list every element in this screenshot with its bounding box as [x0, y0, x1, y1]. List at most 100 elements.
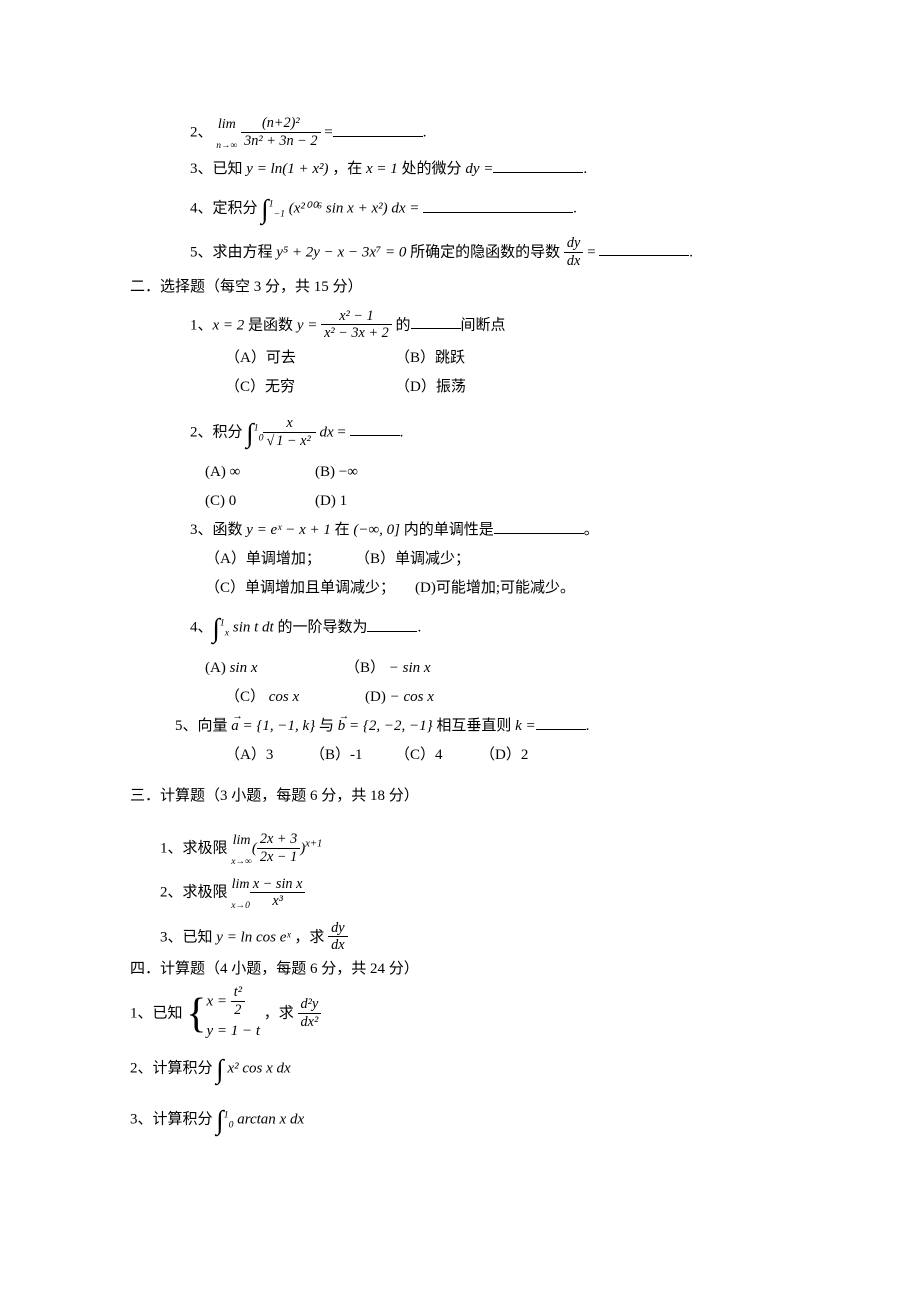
text: 积分 — [213, 424, 247, 440]
q-num: 3、 — [190, 161, 213, 177]
blank — [599, 240, 689, 256]
q2-4-opts: (A) sin x（B） − sin x — [130, 655, 790, 682]
q2-3-opts2: （C）单调增加且单调减少；(D)可能增加;可能减少。 — [130, 575, 790, 602]
dy: dy = — [465, 161, 493, 177]
integral-icon: ∫ — [216, 1054, 223, 1084]
frac: x√1 − x² — [263, 416, 315, 450]
opt-d: (D)可能增加;可能减少。 — [415, 580, 575, 596]
section-3-title: 三．计算题（3 小题，每题 6 分，共 18 分） — [130, 783, 790, 810]
q-num: 2、 — [130, 1061, 153, 1077]
q4-3: 3、计算积分 ∫10 arctan x dx — [130, 1096, 790, 1145]
text: 向量 — [198, 718, 232, 734]
eq: = — [334, 424, 350, 440]
frac: x² − 1x² − 3x + 2 — [321, 309, 392, 343]
q2-1-opts2: （C）无穷（D）振荡 — [130, 374, 790, 401]
text: 已知 — [183, 929, 217, 945]
y: y = — [297, 317, 321, 333]
expr: arctan x dx — [237, 1112, 304, 1128]
limit: limx→∞ — [231, 828, 252, 870]
q2-2: 2、积分 ∫10x√1 − x² dx = . — [130, 409, 790, 458]
x: x = 1 — [366, 161, 398, 177]
opt-a: （A）3 — [225, 742, 310, 769]
q2-3-opts: （A）单调增加；（B）单调减少； — [130, 546, 790, 573]
text: 所确定的隐函数的导数 — [406, 244, 564, 260]
opt-b: （B）跳跃 — [395, 350, 465, 366]
q1-2: 2、 limn→∞ (n+2)²3n² + 3n − 2 =. — [130, 112, 790, 154]
q-num: 2、 — [190, 424, 213, 440]
text: 的 — [392, 317, 411, 333]
integral-icon: ∫ — [246, 418, 253, 448]
lo: −1 — [274, 209, 285, 220]
func: y = eˣ − x + 1 — [246, 522, 331, 538]
q2-1-opts: （A）可去（B）跳跃 — [130, 345, 790, 372]
q-num: 4、 — [190, 201, 213, 217]
text: 计算积分 — [153, 1061, 217, 1077]
expr: x² cos x dx — [227, 1061, 290, 1077]
lo: x — [225, 628, 229, 639]
text: 内的单调性是 — [400, 522, 494, 538]
opt-b: (B) −∞ — [315, 464, 358, 480]
opt-d: (D) − cos x — [365, 689, 434, 705]
system: x = t²2y = 1 − t — [206, 985, 260, 1043]
q2-2-opts2: (C) 0(D) 1 — [130, 488, 790, 515]
text: 与 — [315, 718, 338, 734]
q-num: 1、 — [160, 840, 183, 856]
q-num: 4、 — [190, 620, 213, 636]
text: 的一阶导数为 — [274, 620, 368, 636]
text: 计算积分 — [153, 1112, 217, 1128]
text: 求极限 — [183, 885, 232, 901]
lo: 0 — [229, 1120, 234, 1131]
q-num: 3、 — [130, 1112, 153, 1128]
opt-c: (C) 0 — [205, 488, 315, 515]
opt-c: （C） cos x — [225, 689, 299, 705]
bv: = {2, −2, −1} — [345, 718, 432, 734]
opt-a: （A）单调增加； — [205, 546, 355, 573]
opt-d: （D）2 — [480, 747, 528, 763]
q-num: 5、 — [190, 244, 213, 260]
expr: y⁵ + 2y − x − 3x⁷ = 0 — [276, 244, 406, 260]
q1-3: 3、已知 y = ln(1 + x²) ，在 x = 1 处的微分 dy =. — [130, 156, 790, 183]
q4-1: 1、已知 {x = t²2y = 1 − t ，求 d²ydx² — [130, 985, 790, 1043]
q2-1: 1、x = 2 是函数 y = x² − 1x² − 3x + 2 的间断点 — [130, 309, 790, 343]
expr: (x²⁰⁰⁶ sin x + x²) dx = — [289, 201, 420, 217]
vec-a: a — [231, 718, 239, 734]
text: 是函数 — [244, 317, 297, 333]
q-num: 3、 — [160, 929, 183, 945]
dx: dx — [319, 424, 333, 440]
opt-c: （C）4 — [395, 742, 480, 769]
frac: 2x + 32x − 1 — [257, 832, 300, 866]
q-num: 2、 — [190, 125, 213, 141]
q1-5: 5、求由方程 y⁵ + 2y − x − 3x⁷ = 0 所确定的隐函数的导数 … — [130, 236, 790, 270]
q4-2: 2、计算积分 ∫ x² cos x dx — [130, 1045, 790, 1094]
frac: dydx — [564, 236, 583, 270]
q2-2-opts: (A) ∞(B) −∞ — [130, 459, 790, 486]
text: ，求 — [291, 929, 329, 945]
blank — [494, 518, 584, 534]
text: 处的微分 — [398, 161, 466, 177]
func: y = ln(1 + x²) — [246, 161, 328, 177]
q-num: 3、 — [190, 522, 213, 538]
expr: sin t dt — [233, 620, 274, 636]
opt-c: （C）单调增加且单调减少； — [205, 575, 415, 602]
q2-5: 5、向量 a = {1, −1, k} 与 b = {2, −2, −1} 相互… — [130, 713, 790, 740]
q3-1: 1、求极限 limx→∞(2x + 32x − 1)x+1 — [130, 828, 790, 870]
limit: limn→∞ — [216, 112, 237, 154]
q-num: 2、 — [160, 885, 183, 901]
text: 相互垂直则 — [433, 718, 516, 734]
text: 函数 — [213, 522, 247, 538]
text: 求由方程 — [213, 244, 277, 260]
text: 间断点 — [461, 317, 506, 333]
blank — [536, 714, 586, 730]
eq: = — [583, 244, 595, 260]
blank — [333, 121, 423, 137]
opt-a: (A) ∞ — [205, 459, 315, 486]
text: ，在 — [329, 161, 367, 177]
blank — [367, 616, 417, 632]
q3-3: 3、已知 y = ln cos eˣ ，求 dydx — [130, 921, 790, 955]
text: 在 — [331, 522, 354, 538]
opt-a: （A）可去 — [225, 345, 395, 372]
blank — [350, 420, 400, 436]
brace-icon: { — [186, 993, 206, 1035]
text: 。 — [584, 522, 599, 538]
text: 求极限 — [183, 840, 232, 856]
